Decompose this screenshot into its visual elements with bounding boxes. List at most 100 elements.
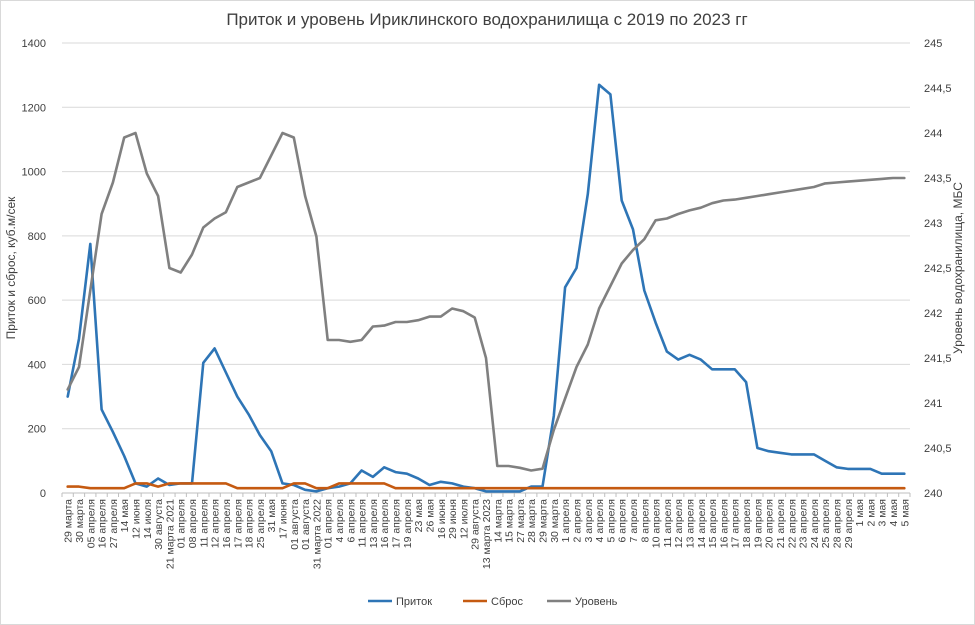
x-tick-label: 6 апреля: [617, 499, 629, 542]
y-tick-label: 1400: [22, 38, 46, 50]
left-axis-ticks: 0 200 400 600 800 1000 1200 1400: [22, 38, 46, 500]
x-tick-label: 17 июня: [277, 499, 289, 539]
x-tick-label: 29 июня: [447, 499, 459, 539]
x-tick-label: 18 апреля: [741, 499, 753, 548]
series-line-Приток: [66, 83, 906, 493]
gridlines: [61, 42, 911, 497]
y2-tick-label: 242,5: [924, 263, 952, 275]
x-tick-label: 11 апреля: [662, 499, 674, 548]
x-tick-label: 29 марта: [538, 499, 550, 543]
x-tick-label: 28 апреля: [832, 499, 844, 548]
x-tick-label: 14 апреля: [696, 499, 708, 548]
legend-label: Приток: [396, 596, 432, 608]
legend-label: Уровень: [575, 596, 618, 608]
x-tick-label: 2 мая: [865, 499, 877, 527]
x-tick-label: 08 апреля: [187, 499, 199, 548]
series-line-Уровень: [66, 131, 906, 472]
y2-tick-label: 244: [924, 128, 942, 140]
right-axis-title: Уровень водохранилища, МБС: [951, 182, 965, 354]
chart-title: Приток и уровень Ириклинского водохранил…: [226, 10, 747, 29]
x-tick-label: 3 апреля: [583, 499, 595, 542]
x-tick-label: 25 апреля: [820, 499, 832, 548]
y2-tick-label: 242: [924, 308, 942, 320]
y2-tick-label: 241: [924, 398, 942, 410]
x-tick-label: 19 апреля: [752, 499, 764, 548]
x-tick-label: 14 мая: [119, 499, 131, 532]
x-tick-label: 31 марта 2022: [311, 499, 323, 569]
y2-tick-label: 243: [924, 218, 942, 230]
y-tick-label: 1200: [22, 102, 46, 114]
x-tick-label: 13 апреля: [368, 499, 380, 548]
y2-tick-label: 240: [924, 488, 942, 500]
x-tick-label: 5 апреля: [605, 499, 617, 542]
x-tick-label: 17 апреля: [391, 499, 403, 548]
x-tick-label: 23 апреля: [798, 499, 810, 548]
x-tick-label: 20 апреля: [764, 499, 776, 548]
x-tick-label: 13 марта 2023: [481, 499, 493, 569]
x-tick-label: 16 апреля: [221, 499, 233, 548]
x-tick-label: 12 июля: [458, 499, 470, 539]
y-tick-label: 600: [28, 295, 46, 307]
x-tick-label: 14 марта: [492, 499, 504, 543]
x-tick-label: 16 апреля: [718, 499, 730, 548]
x-tick-label: 12 июня: [130, 499, 142, 539]
x-tick-label: 17 апреля: [730, 499, 742, 548]
x-tick-label: 01 августа: [300, 499, 312, 550]
series-lines: [66, 83, 906, 493]
x-tick-label: 16 июня: [436, 499, 448, 539]
x-tick-label: 1 мая: [854, 499, 866, 527]
x-tick-label: 27 апреля: [108, 499, 120, 548]
x-tick-label: 23 мая: [413, 499, 425, 532]
x-tick-label: 29 апреля: [843, 499, 855, 548]
x-tick-label: 26 мая: [424, 499, 436, 532]
x-tick-label: 13 апреля: [685, 499, 697, 548]
x-tick-label: 11 апреля: [357, 499, 369, 548]
y2-tick-label: 245: [924, 38, 942, 50]
x-tick-label: 01 апреля: [176, 499, 188, 548]
x-tick-label: 14 июля: [142, 499, 154, 539]
x-tick-label: 05 апреля: [85, 499, 97, 548]
x-tick-label: 5 мая: [899, 499, 911, 527]
x-tick-label: 21 апреля: [775, 499, 787, 548]
x-axis-ticks: 29 марта 30 марта 05 апреля 16 апреля 27 апр…: [63, 499, 912, 569]
y2-tick-label: 243,5: [924, 173, 952, 185]
x-tick-label: 3 мая: [877, 499, 889, 527]
x-tick-label: 30 августа: [153, 499, 165, 550]
x-tick-label: 4 апреля: [334, 499, 346, 542]
x-tick-label: 4 апреля: [594, 499, 606, 542]
x-tick-label: 19 апреля: [402, 499, 414, 548]
x-tick-label: 27 марта: [515, 499, 527, 543]
x-tick-label: 01 апреля: [323, 499, 335, 548]
x-tick-label: 25 апреля: [255, 499, 267, 548]
x-tick-label: 16 апреля: [379, 499, 391, 548]
y-tick-label: 0: [40, 488, 46, 500]
y-tick-label: 1000: [22, 167, 46, 179]
x-tick-label: 7 апреля: [628, 499, 640, 542]
x-tick-label: 18 апреля: [244, 499, 256, 548]
y2-tick-label: 244,5: [924, 83, 952, 95]
x-tick-label: 12 апреля: [673, 499, 685, 548]
x-tick-label: 1 апреля: [560, 499, 572, 542]
x-tick-label: 15 марта: [504, 499, 516, 543]
y2-tick-label: 241,5: [924, 353, 952, 365]
x-tick-label: 8 апреля: [639, 499, 651, 542]
x-tick-label: 29 марта: [63, 499, 75, 543]
right-axis-ticks: 240 240,5 241 241,5 242 242,5 243 243,5 244 244,5…: [924, 38, 952, 500]
x-tick-label: 28 марта: [526, 499, 538, 543]
x-tick-label: 10 апреля: [651, 499, 663, 548]
legend-label: Сброс: [491, 596, 523, 608]
x-tick-label: 16 апреля: [97, 499, 109, 548]
left-axis-title: Приток и сброс, куб.м/сек: [4, 196, 18, 340]
x-tick-label: 24 апреля: [809, 499, 821, 548]
x-tick-label: 29 августа: [470, 499, 482, 550]
x-tick-label: 2 апреля: [571, 499, 583, 542]
x-tick-label: 12 апреля: [210, 499, 222, 548]
series-line-Сброс: [66, 482, 906, 490]
x-tick-label: 01 августа: [289, 499, 301, 550]
y-tick-label: 400: [28, 359, 46, 371]
y-tick-label: 200: [28, 424, 46, 436]
x-tick-label: 11 апреля: [198, 499, 210, 548]
x-tick-label: 6 апреля: [345, 499, 357, 542]
x-tick-label: 22 апреля: [786, 499, 798, 548]
